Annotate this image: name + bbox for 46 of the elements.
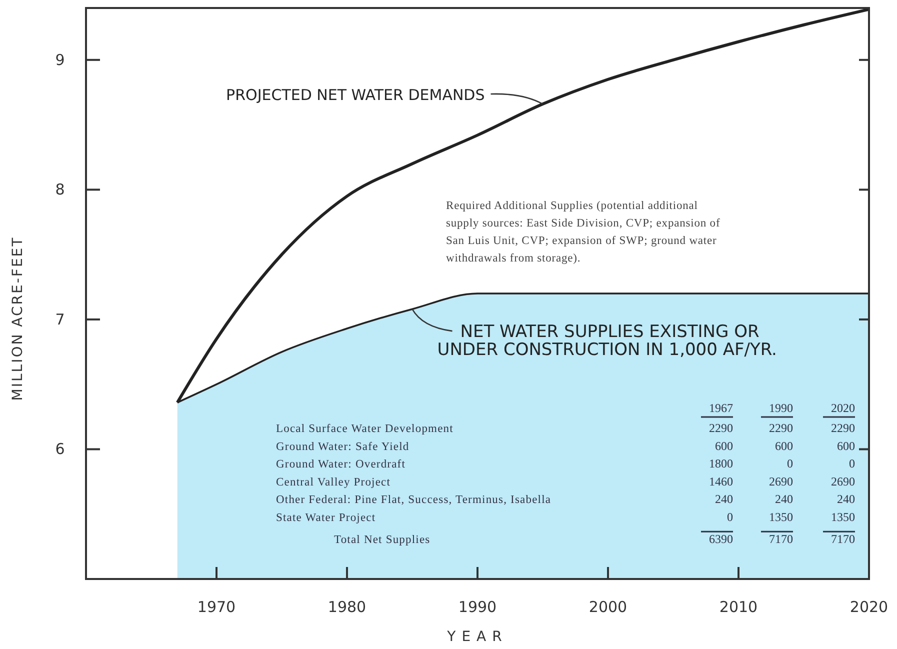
annotation: Central Valley Project — [276, 476, 391, 488]
annotation: 7170 — [831, 532, 855, 546]
annotation: 1967 — [709, 401, 733, 415]
annotation: 0 — [727, 510, 733, 524]
y-tick-label: 6 — [55, 440, 65, 458]
x-tick-label: 1990 — [458, 598, 497, 616]
annotation: 1350 — [769, 510, 793, 524]
annotation: 1990 — [769, 401, 793, 415]
x-tick-label: 2020 — [850, 598, 888, 616]
y-tick-label: 7 — [55, 310, 65, 328]
annotation: Local Surface Water Development — [276, 423, 454, 435]
annotation: 600 — [715, 438, 733, 453]
annotation: Total Net Supplies — [334, 534, 430, 546]
annotation: 2290 — [831, 421, 855, 435]
y-axis-title: MILLION ACRE-FEET — [10, 236, 26, 401]
annotation: 1460 — [709, 474, 733, 488]
annotation: 1350 — [831, 510, 855, 524]
annotation: 600 — [837, 438, 855, 453]
annotation: 6390 — [709, 532, 733, 546]
annotation: 2690 — [831, 474, 855, 488]
annotation: 2290 — [709, 421, 733, 435]
y-tick-label: 9 — [55, 50, 65, 69]
annotation: 0 — [787, 456, 793, 471]
y-tick-label: 8 — [55, 180, 65, 199]
annotation: State Water Project — [276, 512, 376, 524]
annotation: Ground Water: Safe Yield — [276, 440, 410, 453]
annotation: Ground Water: Overdraft — [276, 458, 406, 471]
annotation: 240 — [775, 492, 793, 506]
annotation: 2020 — [831, 401, 855, 415]
x-tick-label: 2010 — [719, 598, 758, 616]
annotation: 240 — [715, 492, 733, 506]
annotation: Other Federal: Pine Flat, Success, Terminus, Isabella — [276, 494, 552, 506]
x-tick-label: 1970 — [197, 598, 236, 616]
x-tick-label: 1980 — [328, 598, 366, 616]
annotation: 2690 — [769, 474, 793, 488]
annotation: NET WATER SUPPLIES EXISTING OR UNDER CONSTRUCTION IN 1,000 AF/YR. — [437, 322, 777, 360]
x-tick-label: 2000 — [588, 598, 628, 616]
annotation: 600 — [775, 438, 793, 453]
x-axis-title: YEAR — [446, 629, 508, 645]
annotation: 1800 — [709, 456, 733, 471]
annotation: Required Additional Supplies (potential additional supply sources: East Side Division, CVP; expansion of San Luis Unit, CVP; expansion of SWP; ground water withdrawals from storage). — [446, 200, 720, 264]
annotation: 240 — [837, 492, 855, 506]
annotation: PROJECTED NET WATER DEMANDS — [226, 86, 485, 104]
annotation: 7170 — [769, 532, 793, 546]
annotation: 2290 — [769, 421, 793, 435]
annotation: 0 — [849, 456, 855, 471]
